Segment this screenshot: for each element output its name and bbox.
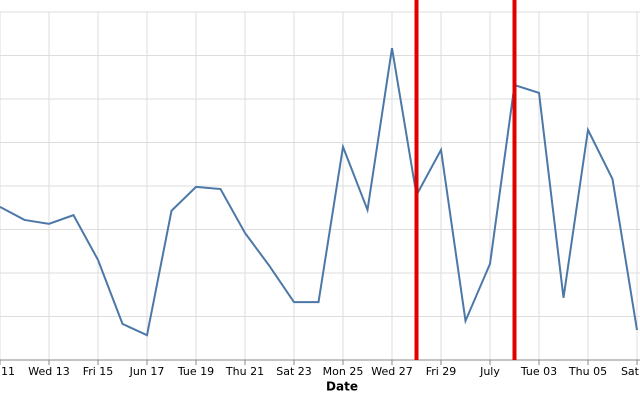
x-tick-label: Sat xyxy=(621,365,640,378)
x-tick-label: Tue 03 xyxy=(520,365,557,378)
line xyxy=(0,47,638,337)
x-tick-label: Mon 25 xyxy=(323,365,364,378)
x-tick-label: July xyxy=(479,365,500,378)
x-axis-label: Date xyxy=(326,380,358,394)
x-tick-label: Wed 27 xyxy=(371,365,412,378)
x-tick-label: Fri 29 xyxy=(426,365,457,378)
x-tick-label: Thu 21 xyxy=(225,365,264,378)
x-tick-label: Wed 13 xyxy=(28,365,69,378)
x-tick-label: Fri 15 xyxy=(83,365,114,378)
x-tick-label: Thu 05 xyxy=(568,365,607,378)
x-tick-label: 11 xyxy=(1,365,15,378)
x-tick-label: Tue 19 xyxy=(177,365,214,378)
x-tick-label: Sat 23 xyxy=(276,365,312,378)
x-tick-label: Jun 17 xyxy=(129,365,165,378)
